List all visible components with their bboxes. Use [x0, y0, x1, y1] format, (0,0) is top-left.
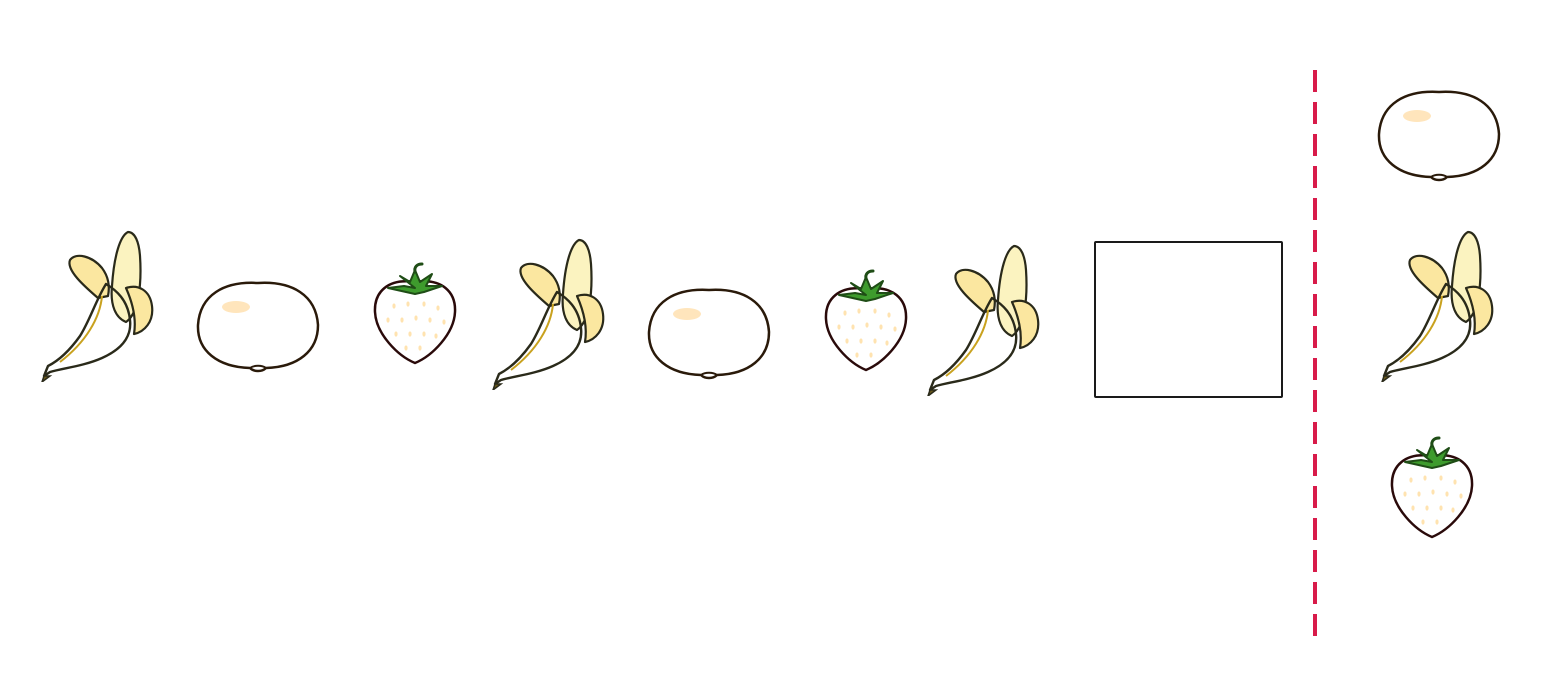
dashed-divider [1313, 70, 1317, 642]
option-strawberry-icon[interactable] [1387, 436, 1477, 540]
strawberry-icon [821, 269, 911, 373]
option-orange-icon[interactable] [1375, 84, 1503, 184]
banana-icon [926, 240, 1044, 396]
orange-icon [645, 282, 773, 382]
orange-icon [194, 275, 322, 375]
strawberry-icon [370, 262, 460, 366]
banana-icon [40, 226, 158, 382]
banana-icon [491, 234, 609, 390]
option-banana-icon[interactable] [1380, 226, 1498, 382]
empty-answer-box[interactable] [1094, 241, 1283, 398]
